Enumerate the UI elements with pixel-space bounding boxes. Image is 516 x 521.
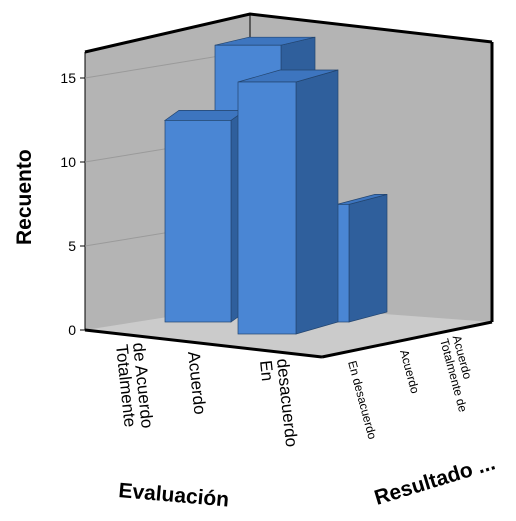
z-axis-label: Resultado ... <box>372 451 498 510</box>
z-category-label: Acuerdo <box>397 348 422 395</box>
y-tick-label: 10 <box>60 154 76 170</box>
bar-top <box>163 110 247 121</box>
bar <box>163 109 247 323</box>
x-category-labels: Totalmentede Acuerdo Acuerdo Endesacuerdo <box>112 342 301 450</box>
bar-side <box>348 193 388 323</box>
y-tick-label: 5 <box>68 238 76 254</box>
x-category-label: Totalmentede Acuerdo <box>112 342 157 431</box>
bar <box>336 193 388 323</box>
z-category-label: Totalmente deAcuerdo <box>437 334 483 414</box>
bar-side <box>295 69 339 335</box>
y-ticks: 0 5 10 15 <box>60 70 85 338</box>
bar <box>237 69 339 335</box>
z-category-labels: En desacuerdo Acuerdo Totalmente deAcuerdo <box>345 334 483 441</box>
bar-front <box>336 204 350 323</box>
bars <box>163 36 388 335</box>
y-tick-label: 0 <box>68 322 76 338</box>
x-axis-label: Evaluación <box>118 479 230 512</box>
bar-front <box>237 81 297 335</box>
x-category-label: Endesacuerdo <box>256 358 301 450</box>
y-axis-label: Recuento <box>13 149 36 245</box>
y-tick-label: 15 <box>60 70 76 86</box>
bar-front <box>164 120 232 323</box>
x-category-label: Acuerdo <box>184 350 210 415</box>
z-category-label: En desacuerdo <box>345 359 380 441</box>
